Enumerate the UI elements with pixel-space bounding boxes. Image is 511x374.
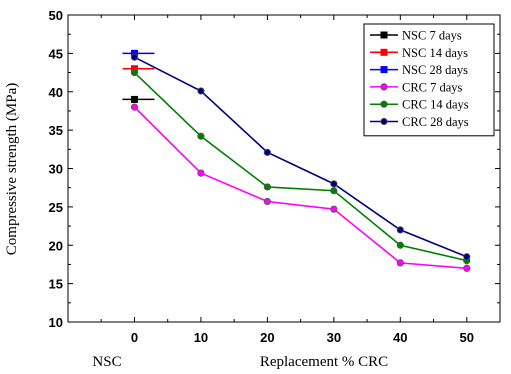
- legend-label: NSC 28 days: [402, 63, 468, 77]
- x-category-label: NSC: [92, 354, 121, 370]
- data-point: [197, 132, 205, 140]
- data-point: [130, 53, 139, 61]
- y-tick-label: 10: [49, 315, 63, 330]
- series-crc-28-days: [130, 53, 471, 261]
- legend-item: NSC 28 days: [370, 63, 468, 77]
- y-tick-label: 50: [49, 8, 63, 23]
- y-axis-title: Compressive strength (MPa): [4, 83, 20, 255]
- data-point: [130, 103, 139, 111]
- legend: NSC 7 days NSC 14 days NSC 28 days CRC 7 da…: [363, 23, 495, 137]
- legend-marker: [380, 117, 388, 126]
- data-point: [396, 226, 404, 234]
- y-tick-label: 20: [49, 238, 63, 253]
- series-nsc-14-days: [122, 65, 155, 73]
- data-point: [263, 148, 271, 156]
- legend-item: CRC 7 days: [370, 80, 463, 94]
- data-point: [197, 169, 205, 177]
- legend-label: NSC 14 days: [402, 46, 468, 60]
- data-point: [263, 197, 271, 206]
- x-tick-label: 0: [131, 330, 138, 345]
- legend-item: CRC 14 days: [370, 98, 469, 112]
- legend-label: NSC 7 days: [402, 29, 462, 43]
- x-tick-label: 30: [327, 330, 341, 345]
- legend-marker: [380, 66, 388, 74]
- series-line: [133, 106, 467, 270]
- x-tick-label: 50: [460, 330, 474, 345]
- y-tick-label: 35: [49, 123, 63, 138]
- series-crc-7-days: [130, 103, 471, 272]
- series-line: [134, 56, 468, 258]
- legend-marker: [380, 48, 388, 56]
- legend-label: CRC 28 days: [402, 115, 469, 129]
- y-tick-label: 25: [49, 200, 63, 215]
- data-point: [263, 183, 271, 191]
- y-tick-label: 30: [49, 162, 63, 177]
- data-point: [130, 68, 139, 77]
- x-tick-label: 10: [194, 330, 208, 345]
- y-tick-label: 40: [49, 85, 63, 100]
- data-point: [463, 264, 471, 272]
- data-point: [396, 259, 404, 267]
- y-tick-label: 15: [49, 277, 63, 292]
- data-point: [330, 205, 338, 213]
- data-point: [197, 87, 205, 95]
- legend-marker: [380, 100, 388, 108]
- x-tick-label: 40: [393, 330, 407, 345]
- legend-marker: [380, 31, 388, 39]
- series-nsc-28-days: [122, 49, 155, 57]
- legend-item: NSC 7 days: [370, 29, 462, 43]
- series-nsc-7-days: [122, 95, 155, 103]
- x-axis-title: Replacement % CRC: [260, 354, 388, 370]
- data-point: [396, 241, 404, 249]
- data-point: [330, 187, 338, 195]
- series-line: [133, 71, 467, 262]
- plot-area: 10 15 20 25 30 35 40 45 50 0 10 20 30 40 50: [49, 8, 501, 345]
- data-point: [330, 180, 338, 188]
- legend-box: [363, 23, 495, 137]
- legend-item: CRC 28 days: [370, 115, 469, 129]
- legend-label: CRC 7 days: [402, 80, 463, 94]
- legend-label: CRC 14 days: [402, 98, 469, 112]
- x-tick-label: 20: [260, 330, 274, 345]
- legend-item: NSC 14 days: [370, 46, 468, 60]
- data-point: [130, 95, 138, 103]
- legend-marker: [380, 83, 388, 91]
- data-point: [463, 253, 471, 261]
- y-tick-label: 45: [49, 46, 63, 61]
